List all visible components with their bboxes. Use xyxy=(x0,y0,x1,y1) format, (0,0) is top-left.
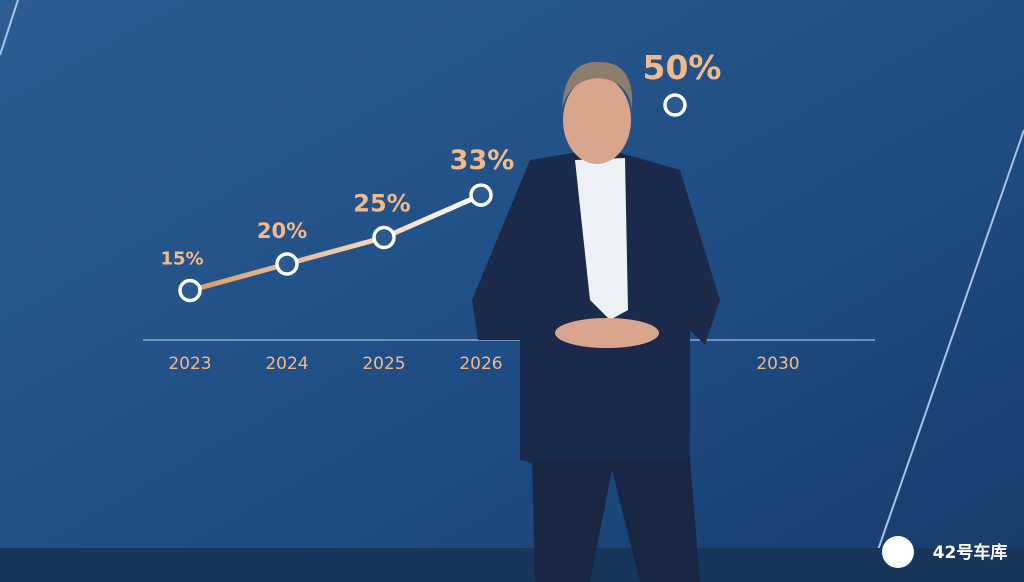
value-label: 25% xyxy=(353,190,410,218)
value-label: 33% xyxy=(450,145,515,176)
face xyxy=(563,76,631,164)
hands xyxy=(555,318,659,348)
x-tick-label: 2030 xyxy=(756,354,799,374)
line xyxy=(187,192,484,293)
point xyxy=(663,93,687,117)
value-label: 20% xyxy=(257,219,307,243)
point xyxy=(372,225,396,250)
point xyxy=(275,252,299,276)
value-label: 50% xyxy=(643,48,722,87)
chart: 15% 20% 25% 33% 50% 2023 2024 2025 2026 2030 xyxy=(160,48,799,374)
hair xyxy=(562,61,633,110)
deco-line xyxy=(877,129,1024,551)
stage-floor xyxy=(0,548,1024,582)
shirt xyxy=(575,158,628,320)
jacket xyxy=(472,150,720,470)
speaker xyxy=(472,61,720,582)
x-tick-label: 2025 xyxy=(362,354,405,374)
deco-line xyxy=(0,0,19,56)
value-label: 15% xyxy=(160,249,203,270)
watermark: 42号车库 xyxy=(933,542,1008,563)
logo-icon xyxy=(882,536,914,568)
x-tick-label: 2023 xyxy=(168,354,211,374)
x-tick-label: 2026 xyxy=(459,354,502,374)
point xyxy=(469,183,493,207)
x-tick-label: 2024 xyxy=(265,354,308,374)
point xyxy=(178,278,202,303)
trousers xyxy=(532,460,700,582)
